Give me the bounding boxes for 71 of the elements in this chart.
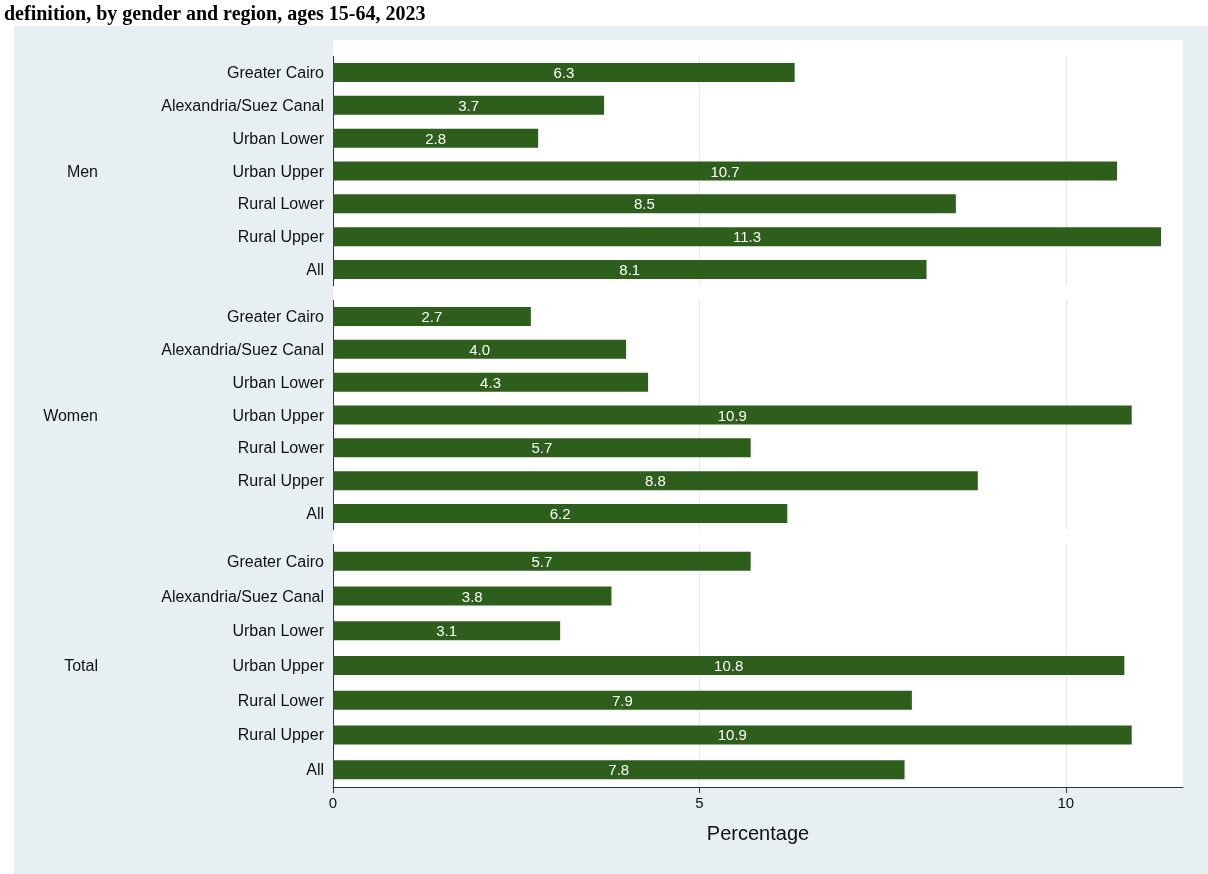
bar <box>333 438 751 458</box>
y-tick-label: Urban Upper <box>232 162 325 180</box>
y-tick-label: Urban Lower <box>232 373 325 391</box>
bar <box>333 161 1118 181</box>
x-tick-label: 10 <box>1057 794 1075 811</box>
y-tick-label: Greater Cairo <box>227 63 325 81</box>
data-label: 3.7 <box>458 96 479 114</box>
data-label: 3.8 <box>461 587 483 605</box>
y-tick-label: All <box>306 261 324 279</box>
bar <box>333 690 912 710</box>
y-tick-label: Urban Upper <box>232 657 325 674</box>
y-axis-title: Total <box>64 657 98 674</box>
bar <box>333 621 561 641</box>
y-tick-label: Greater Cairo <box>227 552 325 570</box>
data-label: 10.7 <box>710 162 740 180</box>
bar <box>333 306 531 326</box>
bar <box>333 95 605 115</box>
data-label: 2.7 <box>421 307 443 325</box>
x-tick-label: 5 <box>695 794 704 811</box>
data-label: 6.3 <box>553 63 575 81</box>
y-tick-label: Alexandria/Suez Canal <box>161 96 324 114</box>
data-label: 8.8 <box>644 472 666 490</box>
x-axis-title: Percentage <box>706 822 810 844</box>
data-label: 5.7 <box>531 439 553 457</box>
y-tick-label: Urban Lower <box>232 129 325 147</box>
data-label: 11.3 <box>732 228 762 246</box>
data-label: 8.1 <box>619 261 641 279</box>
data-label: 5.7 <box>531 552 553 570</box>
y-tick-label: All <box>306 761 324 779</box>
bar <box>333 128 539 148</box>
bar <box>333 260 927 280</box>
bar <box>333 405 1132 425</box>
bar <box>333 504 788 524</box>
x-tick-label: 0 <box>328 794 338 811</box>
data-label: 7.9 <box>612 691 633 709</box>
bar <box>333 227 1162 247</box>
data-label: 4.0 <box>469 340 490 358</box>
y-tick-label: Rural Lower <box>237 439 325 457</box>
y-tick-label: Rural Upper <box>237 472 325 490</box>
y-tick-label: Alexandria/Suez Canal <box>161 587 324 605</box>
data-label: 3.1 <box>436 622 458 640</box>
y-tick-label: Rural Upper <box>237 726 325 744</box>
data-label: 6.2 <box>549 505 571 523</box>
chart-title: definition, by gender and region, ages 15-64, 2023 <box>4 2 426 25</box>
bar <box>333 760 905 780</box>
y-tick-label: Urban Upper <box>232 406 325 424</box>
bar <box>333 471 978 491</box>
y-tick-label: Rural Upper <box>237 228 325 246</box>
bar <box>333 551 751 571</box>
bar <box>333 372 649 392</box>
y-tick-label: All <box>306 505 324 523</box>
bar <box>333 62 795 82</box>
data-label: 4.3 <box>480 373 501 391</box>
y-tick-label: Urban Lower <box>232 622 325 640</box>
data-label: 7.8 <box>608 761 630 779</box>
y-tick-label: Greater Cairo <box>227 307 325 325</box>
bar <box>333 586 612 606</box>
bar <box>333 725 1132 745</box>
data-label: 10.9 <box>717 726 747 744</box>
y-tick-label: Alexandria/Suez Canal <box>161 340 324 358</box>
data-label: 10.9 <box>717 406 747 424</box>
data-label: 10.8 <box>714 657 744 674</box>
bar <box>333 194 956 214</box>
y-axis-title: Men <box>66 162 98 180</box>
bar <box>333 656 1125 675</box>
data-label: 2.8 <box>425 129 447 147</box>
data-label: 8.5 <box>633 195 655 213</box>
y-tick-label: Rural Lower <box>237 195 325 213</box>
bar <box>333 339 627 359</box>
y-tick-label: Rural Lower <box>237 691 325 709</box>
y-axis-title: Women <box>43 406 98 424</box>
